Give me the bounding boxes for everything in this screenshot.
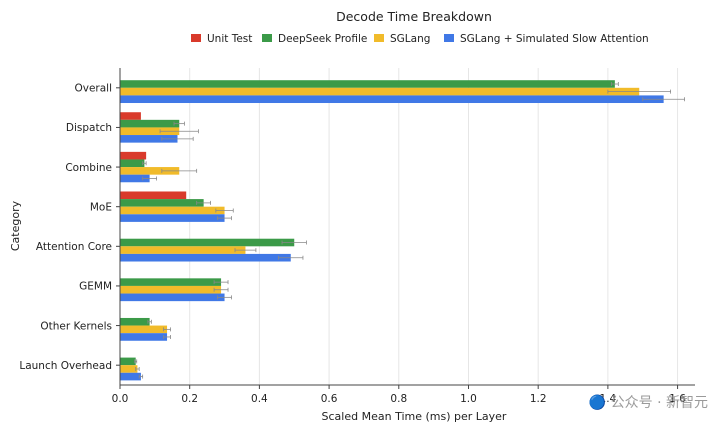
x-tick-label: 0.6 [321, 393, 338, 405]
bar [120, 214, 225, 222]
x-tick-label: 1.6 [669, 393, 686, 405]
bar [120, 112, 141, 120]
x-tick-label: 1.4 [600, 393, 617, 405]
bar [120, 293, 225, 302]
x-tick-label: 0.2 [181, 393, 198, 405]
legend-swatch [262, 34, 272, 42]
chart-title: Decode Time Breakdown [336, 9, 492, 24]
bar [120, 87, 640, 96]
watermark: 🔵 公众号 · 新智元 [588, 395, 708, 411]
y-tick-label: Attention Core [36, 241, 112, 253]
grid [119, 68, 679, 385]
legend-swatch [374, 34, 384, 42]
ticks: 0.0 0.2 0.4 0.6 0.8 1.0 1.2 1.4 1.6 Overall Dispat… [19, 83, 686, 405]
bar [120, 80, 615, 88]
bar [120, 365, 138, 373]
y-tick-label: Other Kernels [40, 320, 112, 332]
legend-label: DeepSeek Profile [278, 33, 367, 45]
bar [120, 317, 150, 326]
legend-label: SGLang [390, 33, 430, 45]
y-tick-label: Dispatch [66, 122, 112, 134]
bar [120, 167, 180, 175]
x-axis-label: Scaled Mean Time (ms) per Layer [322, 410, 507, 423]
bar [120, 199, 204, 207]
legend-label: Unit Test [207, 33, 252, 45]
bar [120, 95, 664, 104]
bar [120, 246, 246, 254]
x-tick-label: 1.0 [460, 393, 477, 405]
legend: Unit Test DeepSeek Profile SGLang SGLang + … [191, 33, 649, 45]
bar [120, 325, 168, 334]
legend-swatch [191, 34, 201, 42]
bar [120, 333, 168, 341]
legend-label: SGLang + Simulated Slow Attention [460, 33, 649, 45]
y-tick-label: GEMM [79, 281, 112, 293]
bar [120, 174, 150, 183]
bar [120, 285, 222, 294]
y-tick-label: Overall [74, 83, 112, 95]
y-tick-label: Combine [65, 162, 112, 174]
bar [120, 159, 145, 168]
bar [120, 238, 295, 247]
legend-swatch [444, 34, 454, 42]
bar [120, 151, 147, 160]
x-tick-label: 0.8 [390, 393, 407, 405]
y-axis-label: Category [9, 200, 22, 251]
bar [120, 119, 180, 128]
y-tick-label: MoE [90, 201, 112, 213]
bar [120, 253, 291, 262]
bar [120, 135, 178, 143]
bar [120, 206, 225, 215]
bar [120, 357, 136, 366]
bar [120, 191, 187, 200]
x-tick-label: 0.0 [112, 393, 129, 405]
bar [120, 278, 222, 286]
bars [120, 80, 685, 381]
x-tick-label: 0.4 [251, 393, 268, 405]
y-tick-label: Launch Overhead [19, 360, 112, 372]
bar [120, 372, 141, 381]
bar [120, 127, 180, 136]
x-tick-label: 1.2 [530, 393, 547, 405]
